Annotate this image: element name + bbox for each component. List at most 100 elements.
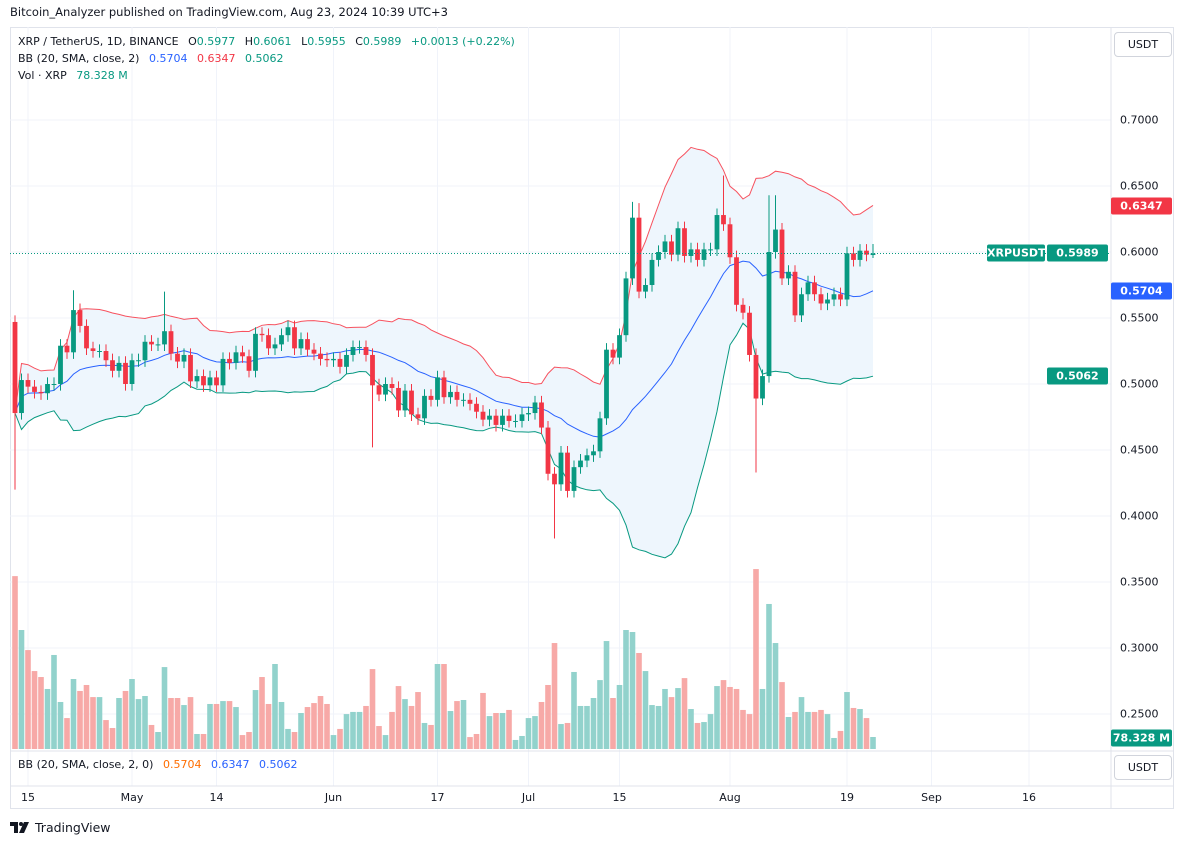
candle xyxy=(266,328,271,355)
candle-body xyxy=(649,259,655,285)
volume-bar xyxy=(174,698,181,749)
candle-body xyxy=(376,385,382,395)
candle xyxy=(610,343,616,365)
change-value: +0.0013 (+0.22%) xyxy=(410,35,515,48)
volume-bar xyxy=(337,728,343,749)
candle xyxy=(857,244,863,267)
candle xyxy=(155,337,161,351)
candle-body xyxy=(461,399,466,401)
indicator-value-2: 0.6347 xyxy=(210,758,250,771)
candle xyxy=(64,339,70,359)
candle xyxy=(71,290,76,359)
currency-button[interactable]: USDT xyxy=(1114,32,1172,57)
candle-body xyxy=(500,415,505,425)
candle xyxy=(766,195,772,383)
candle-body xyxy=(175,353,180,362)
bollinger-upper-line xyxy=(14,146,874,414)
volume-bar xyxy=(766,603,772,749)
candle-body xyxy=(357,347,362,349)
volume-bar xyxy=(454,701,460,749)
volume-bar xyxy=(636,652,642,749)
candle xyxy=(84,319,89,355)
symbol-title[interactable]: XRP / TetherUS, 1D, BINANCE xyxy=(18,35,179,48)
candle-body xyxy=(350,347,356,355)
volume-bar xyxy=(590,698,597,749)
volume-bar xyxy=(753,569,759,749)
candle xyxy=(259,327,265,342)
volume-bar xyxy=(714,686,720,749)
volume-bar xyxy=(122,690,129,749)
volume-bar xyxy=(181,705,187,749)
candle xyxy=(370,348,375,448)
candle xyxy=(123,356,128,391)
volume-bar xyxy=(844,692,850,749)
candle-body xyxy=(591,451,596,456)
volume-bar xyxy=(740,709,746,749)
legend-volume-row: Vol · XRP 78.328 M xyxy=(18,69,134,82)
volume-bar xyxy=(363,705,369,749)
price-tick-label: 0.2500 xyxy=(1120,707,1159,721)
candle xyxy=(591,444,596,462)
candle xyxy=(623,271,629,342)
low-value: 0.5955 xyxy=(307,35,346,48)
candle-body xyxy=(311,349,317,354)
indicator-label[interactable]: BB (20, SMA, close, 2, 0) xyxy=(18,758,154,771)
candle-body xyxy=(116,362,122,371)
volume-bar xyxy=(720,680,727,749)
candle-body xyxy=(402,390,408,411)
volume-bar xyxy=(109,728,116,749)
candle-body xyxy=(721,215,726,225)
price-tick-label: 0.5000 xyxy=(1120,377,1159,391)
volume-bar xyxy=(447,711,454,749)
candle-body xyxy=(584,455,590,461)
volume-bar xyxy=(330,735,337,749)
tradingview-logo-text: TradingView xyxy=(35,820,111,835)
volume-bar xyxy=(103,720,109,749)
candle xyxy=(558,446,564,491)
volume-bar xyxy=(207,703,213,749)
indicator-currency-button[interactable]: USDT xyxy=(1114,755,1172,780)
candles xyxy=(12,175,876,539)
candle xyxy=(565,446,570,498)
volume-bar xyxy=(18,630,25,749)
candle-body xyxy=(396,387,401,411)
volume-bar xyxy=(382,735,389,749)
volume-bar xyxy=(343,714,350,749)
volume-bar xyxy=(772,643,779,749)
price-tick-label: 0.6000 xyxy=(1120,245,1159,259)
candle-body xyxy=(675,228,681,255)
volume-bar xyxy=(168,698,174,749)
candle-body xyxy=(168,331,174,354)
candle-body xyxy=(844,253,850,300)
volume-bar xyxy=(597,680,603,749)
volume-bar xyxy=(525,718,532,749)
volume-bar xyxy=(421,722,428,749)
volume-bar xyxy=(662,688,668,749)
candle-body xyxy=(695,249,700,260)
candle-body xyxy=(240,352,245,357)
volume-label[interactable]: Vol · XRP xyxy=(18,69,67,82)
volume-bar xyxy=(278,701,285,749)
volume-bar xyxy=(655,705,662,749)
volume-bar xyxy=(558,724,564,749)
candle-body xyxy=(428,395,434,400)
candle xyxy=(838,287,843,307)
candle xyxy=(584,448,590,468)
candle-body xyxy=(246,356,252,371)
candle-body xyxy=(441,377,447,398)
candle-body xyxy=(747,312,752,355)
volume-bar xyxy=(428,724,434,749)
tradingview-logo-icon xyxy=(10,821,29,833)
volume-bar xyxy=(402,699,408,749)
volume-value: 78.328 M xyxy=(76,69,128,82)
bb-label[interactable]: BB (20, SMA, close, 2) xyxy=(18,52,140,65)
tradingview-logo: TradingView xyxy=(10,820,111,835)
candle xyxy=(396,381,401,417)
time-tick-label: 15 xyxy=(612,791,627,804)
candle xyxy=(32,380,37,399)
volume-bar xyxy=(239,735,246,749)
candle-body xyxy=(259,333,265,336)
candle-body xyxy=(545,427,551,474)
volume-bar xyxy=(64,718,70,749)
